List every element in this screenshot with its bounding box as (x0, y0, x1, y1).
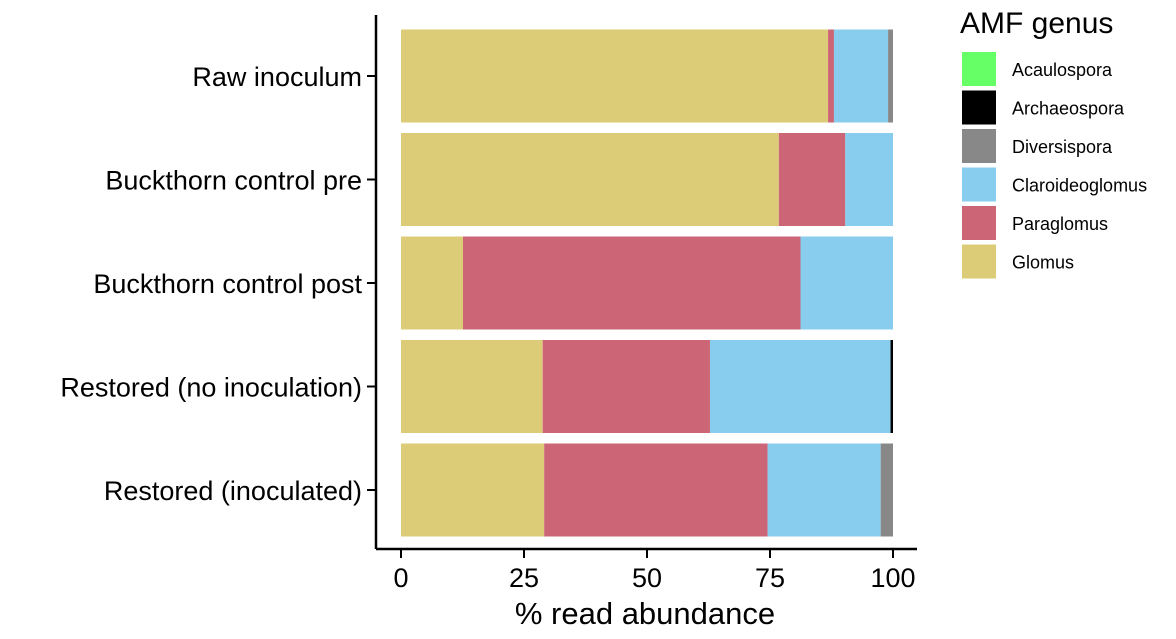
legend-label-claroideoglomus: Claroideoglomus (1012, 176, 1147, 196)
legend-label-diversispora: Diversispora (1012, 137, 1113, 157)
legend-key-archaeospora (962, 90, 996, 125)
x-tick-label-50: 50 (632, 563, 662, 593)
legend-key-claroideoglomus (962, 167, 996, 202)
legend: AMF genus Acaulospora Archaeospora Diversi… (960, 7, 1147, 279)
category-label-restored-no-inoculation: Restored (no inoculation) (60, 373, 362, 403)
bar-segment-buckthorn-control-post-paraglomus (462, 236, 801, 330)
category-label-raw-inoculum: Raw inoculum (192, 62, 362, 92)
x-tick-label-75: 75 (755, 563, 785, 593)
x-tick-labels: 0 25 50 75 100 (393, 563, 915, 593)
bar-segment-restored-no-inoculation-glomus (401, 340, 543, 433)
category-label-buckthorn-control-pre: Buckthorn control pre (105, 166, 362, 196)
bar-segment-raw-inoculum-diversispora (888, 29, 893, 123)
bar-segment-restored-inoculated-diversispora (880, 443, 893, 537)
category-label-restored-inoculated: Restored (inoculated) (104, 476, 362, 506)
bar-segment-restored-no-inoculation-paraglomus (542, 340, 710, 433)
legend-key-diversispora (962, 129, 996, 163)
bar-segment-buckthorn-control-pre-paraglomus (778, 133, 846, 226)
bars-layer (401, 29, 893, 537)
bar-segment-raw-inoculum-glomus (401, 29, 829, 123)
bar-segment-restored-no-inoculation-archaeospora (890, 340, 893, 433)
legend-label-archaeospora: Archaeospora (1012, 99, 1125, 119)
x-tick-label-25: 25 (509, 563, 539, 593)
legend-key-paraglomus (962, 206, 996, 240)
legend-label-paraglomus: Paraglomus (1012, 214, 1108, 234)
axes-layer (367, 15, 917, 558)
bar-segment-buckthorn-control-post-claroideoglomus (800, 236, 893, 330)
bar-segment-buckthorn-control-pre-claroideoglomus (845, 133, 893, 226)
bar-segment-restored-inoculated-paraglomus (544, 443, 768, 537)
bar-segment-buckthorn-control-post-glomus (401, 236, 463, 330)
bar-segment-restored-inoculated-claroideoglomus (767, 443, 881, 537)
bar-segment-raw-inoculum-paraglomus (828, 29, 834, 123)
x-axis-title: % read abundance (515, 596, 775, 631)
bar-segment-restored-inoculated-glomus (401, 443, 545, 537)
legend-label-acaulospora: Acaulospora (1012, 60, 1113, 80)
legend-key-glomus (962, 244, 996, 279)
x-tick-label-0: 0 (393, 563, 408, 593)
bar-segment-restored-no-inoculation-claroideoglomus (709, 340, 891, 433)
legend-title: AMF genus (960, 7, 1113, 40)
x-tick-label-100: 100 (870, 563, 915, 593)
category-labels: Raw inoculum Buckthorn control pre Bucktho… (60, 62, 362, 506)
bar-segment-raw-inoculum-claroideoglomus (833, 29, 889, 123)
legend-label-glomus: Glomus (1012, 253, 1074, 273)
category-label-buckthorn-control-post: Buckthorn control post (93, 269, 362, 299)
bar-segment-buckthorn-control-pre-glomus (401, 133, 779, 226)
legend-key-acaulospora (962, 52, 996, 86)
